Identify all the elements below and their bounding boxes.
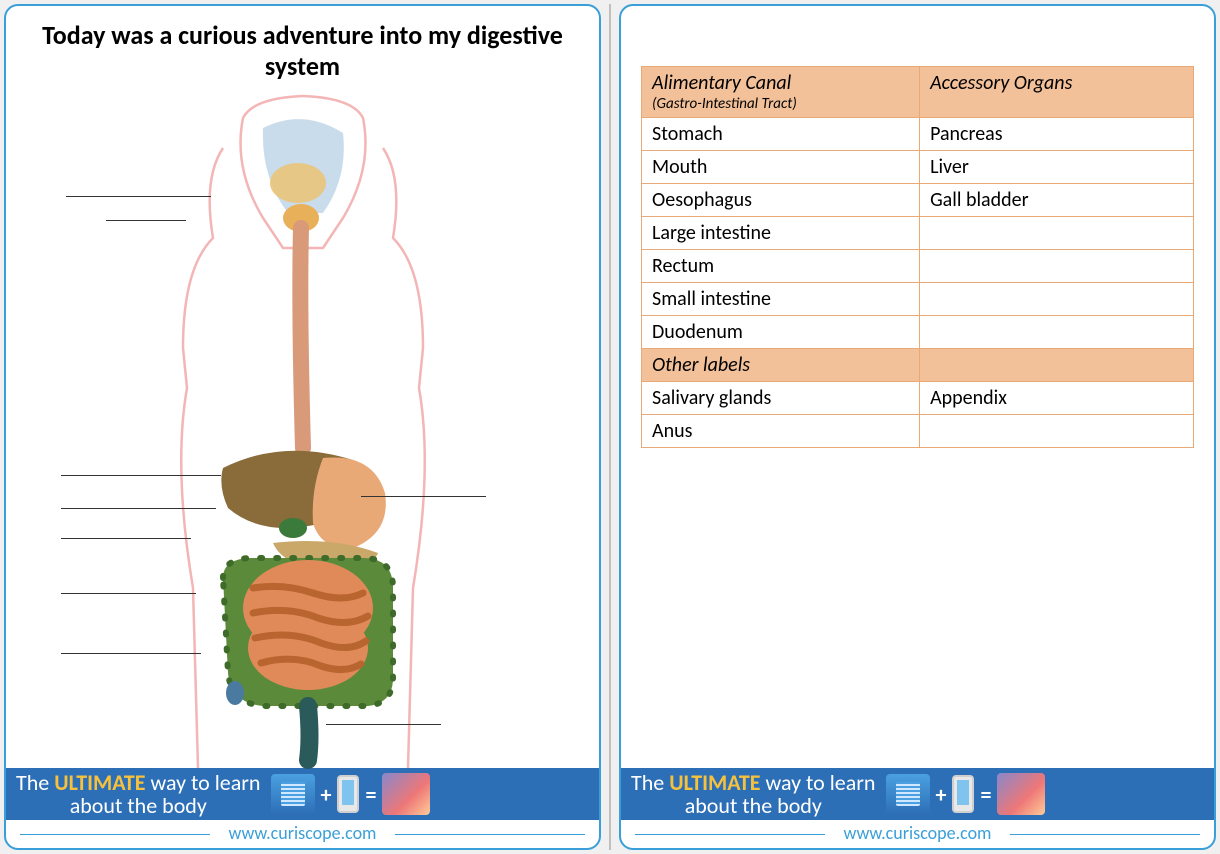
- table-cell: [920, 316, 1194, 349]
- banner-slogan: The ULTIMATE way to learn about the body: [631, 771, 876, 817]
- footer-banner: The ULTIMATE way to learn about the body…: [6, 768, 599, 820]
- label-line: [61, 475, 221, 476]
- worksheet-page-left: Today was a curious adventure into my di…: [4, 4, 601, 850]
- ar-photo-icon: [997, 773, 1045, 815]
- banner-text-pre: The: [16, 769, 54, 796]
- tshirt-icon: [271, 774, 315, 814]
- table-cell: Large intestine: [642, 217, 920, 250]
- table-cell: Pancreas: [920, 118, 1194, 151]
- footer-banner: The ULTIMATE way to learn about the body…: [621, 768, 1214, 820]
- col-header-alimentary: Alimentary Canal (Gastro-Intestinal Trac…: [642, 67, 920, 118]
- organ-table-wrapper: Alimentary Canal (Gastro-Intestinal Trac…: [621, 6, 1214, 468]
- col1-title: Alimentary Canal: [652, 71, 791, 95]
- table-cell: Gall bladder: [920, 184, 1194, 217]
- digestive-diagram: [6, 88, 599, 768]
- col-header-accessory: Accessory Organs: [920, 67, 1194, 118]
- banner-icons: + =: [886, 773, 1046, 815]
- label-line: [361, 496, 486, 497]
- phone-icon: [952, 775, 974, 813]
- digestive-system-illustration: [123, 88, 483, 778]
- table-cell: Small intestine: [642, 283, 920, 316]
- table-cell: Appendix: [920, 382, 1194, 415]
- page-separator: [609, 4, 611, 850]
- label-line: [61, 538, 191, 539]
- plus-icon: +: [936, 781, 947, 808]
- equals-icon: =: [365, 781, 376, 808]
- footer-url: www.curiscope.com: [621, 820, 1214, 848]
- section-other-labels-blank: [920, 349, 1194, 382]
- table-cell: Duodenum: [642, 316, 920, 349]
- col1-subtitle: (Gastro-Intestinal Tract): [652, 95, 909, 113]
- table-cell: Liver: [920, 151, 1194, 184]
- label-line: [66, 196, 211, 197]
- organ-table: Alimentary Canal (Gastro-Intestinal Trac…: [641, 66, 1194, 448]
- banner-line2: about the body: [685, 792, 822, 819]
- banner-line2: about the body: [70, 792, 207, 819]
- table-cell: Stomach: [642, 118, 920, 151]
- table-cell: [920, 217, 1194, 250]
- label-line: [61, 508, 216, 509]
- section-other-labels: Other labels: [642, 349, 920, 382]
- label-line: [326, 724, 441, 725]
- footer-url: www.curiscope.com: [6, 820, 599, 848]
- ar-photo-icon: [382, 773, 430, 815]
- equals-icon: =: [980, 781, 991, 808]
- label-line: [106, 220, 186, 221]
- label-line: [61, 653, 201, 654]
- plus-icon: +: [321, 781, 332, 808]
- table-cell: Oesophagus: [642, 184, 920, 217]
- table-cell: [920, 250, 1194, 283]
- tshirt-icon: [886, 774, 930, 814]
- banner-icons: + =: [271, 773, 431, 815]
- label-line: [61, 593, 196, 594]
- table-cell: [920, 415, 1194, 448]
- banner-text-pre: The: [631, 769, 669, 796]
- phone-icon: [337, 775, 359, 813]
- table-cell: [920, 283, 1194, 316]
- table-cell: Mouth: [642, 151, 920, 184]
- page-title: Today was a curious adventure into my di…: [6, 6, 599, 88]
- table-cell: Anus: [642, 415, 920, 448]
- table-cell: Salivary glands: [642, 382, 920, 415]
- table-cell: Rectum: [642, 250, 920, 283]
- worksheet-page-right: Alimentary Canal (Gastro-Intestinal Trac…: [619, 4, 1216, 850]
